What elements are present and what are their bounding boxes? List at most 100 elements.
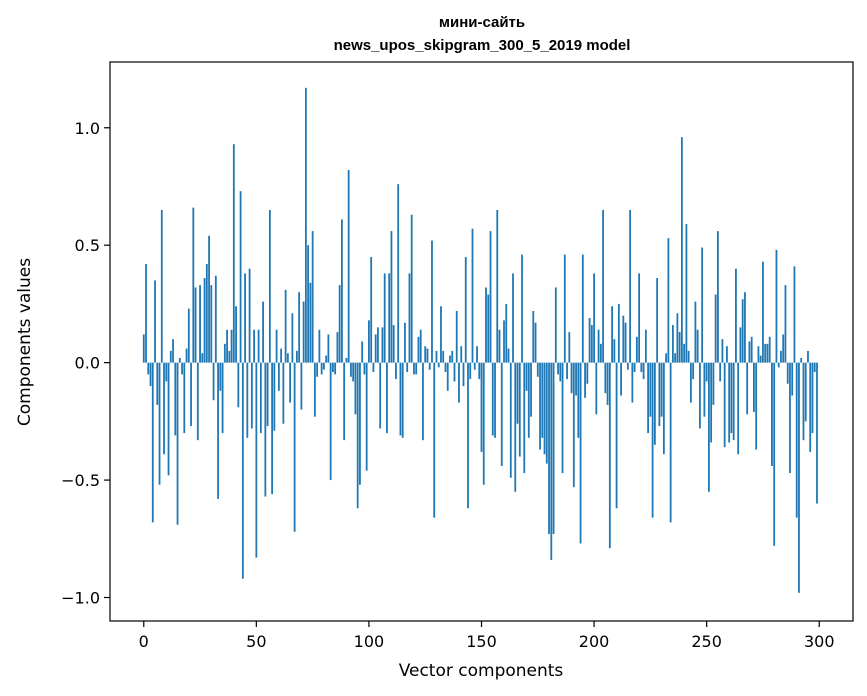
x-tick-label: 100 <box>354 632 385 651</box>
bar-179 <box>545 362 548 464</box>
bar-155 <box>491 362 494 436</box>
x-tick-label: 300 <box>804 632 835 651</box>
bar-296 <box>809 362 812 452</box>
bar-61 <box>280 348 283 363</box>
bar-93 <box>352 362 355 382</box>
bar-77 <box>316 362 319 377</box>
bar-79 <box>320 362 323 375</box>
bar-115 <box>401 362 404 438</box>
bar-233 <box>667 238 670 363</box>
bar-196 <box>584 362 586 398</box>
bar-88 <box>341 219 343 363</box>
bar-264 <box>737 362 740 455</box>
bar-161 <box>505 303 508 363</box>
bar-176 <box>539 362 541 450</box>
bar-185 <box>559 362 562 382</box>
bar-186 <box>561 362 564 474</box>
bar-130 <box>435 350 438 363</box>
bar-147 <box>473 362 476 370</box>
bar-127 <box>428 362 431 370</box>
bar-164 <box>512 273 514 363</box>
bar-163 <box>509 362 512 478</box>
bar-78 <box>318 329 321 363</box>
bar-3 <box>149 362 152 387</box>
bar-57 <box>271 362 274 495</box>
bar-43 <box>239 191 242 363</box>
bar-223 <box>644 329 647 363</box>
bar-119 <box>410 214 413 363</box>
bar-174 <box>534 322 537 363</box>
bar-156 <box>494 362 496 438</box>
bar-27 <box>203 278 206 363</box>
bar-288 <box>791 362 794 396</box>
bar-49 <box>253 329 255 363</box>
bar-103 <box>374 334 377 363</box>
bar-249 <box>703 362 706 417</box>
bar-139 <box>455 310 458 363</box>
bar-244 <box>692 362 695 380</box>
bar-118 <box>408 273 411 363</box>
bar-254 <box>714 294 717 363</box>
bar-212 <box>620 362 622 396</box>
bar-13 <box>172 339 174 363</box>
bar-17 <box>181 362 183 375</box>
bar-211 <box>617 303 620 363</box>
bar-204 <box>602 209 604 363</box>
bar-146 <box>471 228 474 363</box>
bar-110 <box>390 231 393 363</box>
bar-45 <box>244 273 246 363</box>
bar-251 <box>708 362 710 492</box>
bar-257 <box>721 339 724 363</box>
bar-116 <box>404 322 406 363</box>
bars-group <box>142 87 818 593</box>
bar-69 <box>298 292 301 363</box>
bar-152 <box>485 287 487 363</box>
bar-187 <box>563 254 566 363</box>
bar-262 <box>732 362 735 441</box>
bar-65 <box>289 362 292 403</box>
bar-190 <box>570 362 573 394</box>
x-tick-label: 200 <box>579 632 610 651</box>
bar-56 <box>268 209 271 363</box>
bar-22 <box>192 207 195 363</box>
bar-12 <box>169 350 172 363</box>
bar-9 <box>163 362 165 455</box>
bar-281 <box>775 249 778 363</box>
bar-285 <box>784 285 787 363</box>
y-tick-label: 1.0 <box>75 119 100 138</box>
bar-182 <box>552 362 555 535</box>
chart-title-line2: news_upos_skipgram_300_5_2019 model <box>334 37 631 54</box>
bar-71 <box>302 301 305 363</box>
bar-32 <box>214 275 217 363</box>
bar-258 <box>723 362 726 448</box>
bar-145 <box>469 362 472 380</box>
bar-59 <box>275 329 278 363</box>
bar-232 <box>665 353 668 363</box>
bar-225 <box>649 362 652 417</box>
bar-8 <box>160 209 163 363</box>
bar-193 <box>577 362 580 438</box>
bar-226 <box>651 362 654 518</box>
bar-18 <box>183 362 186 434</box>
bar-5 <box>154 280 156 363</box>
bar-41 <box>235 306 237 363</box>
bar-73 <box>307 245 310 363</box>
bar-96 <box>359 362 361 485</box>
bar-237 <box>676 313 679 363</box>
plot-frame <box>109 61 854 622</box>
bar-170 <box>525 362 528 391</box>
x-tick-label: 250 <box>691 632 722 651</box>
bar-42 <box>237 362 240 408</box>
bar-269 <box>748 341 751 363</box>
bar-276 <box>764 343 767 363</box>
bar-189 <box>568 332 571 363</box>
bar-184 <box>557 362 559 375</box>
bar-15 <box>176 362 179 525</box>
bar-178 <box>543 362 546 455</box>
bar-1 <box>145 263 147 363</box>
bar-166 <box>516 362 519 424</box>
bar-106 <box>381 327 384 363</box>
bar-205 <box>604 362 607 394</box>
bar-188 <box>566 362 568 380</box>
